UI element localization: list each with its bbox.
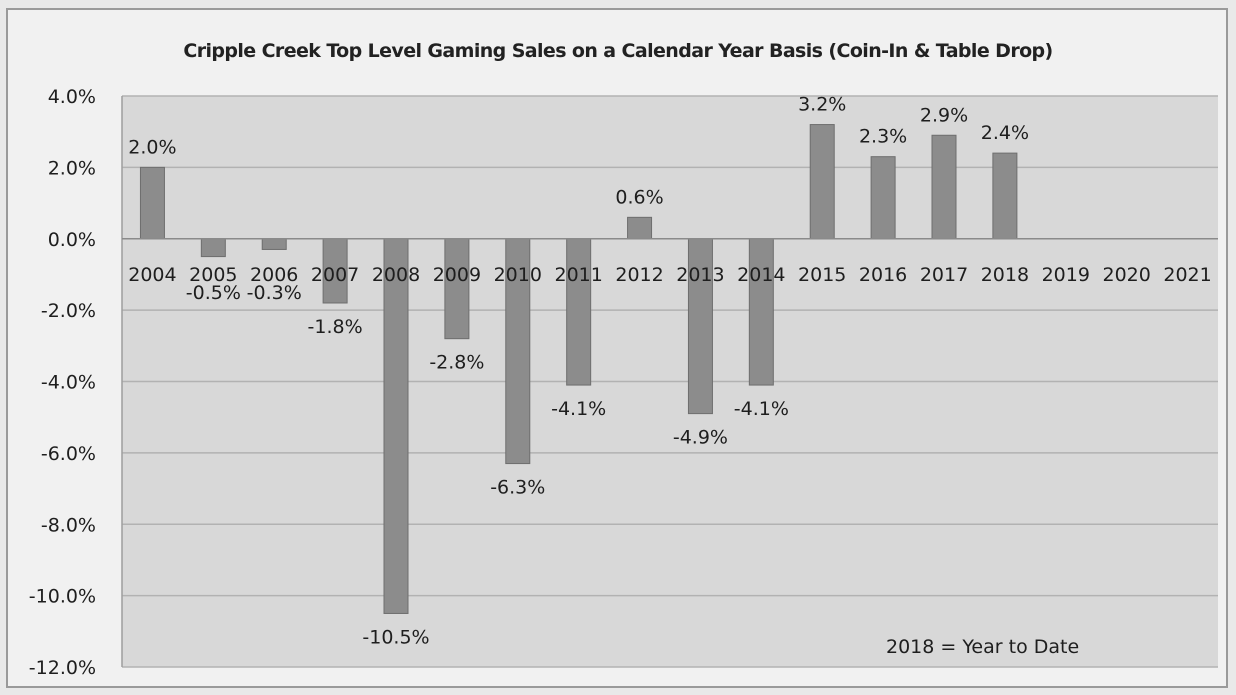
data-label: 0.6% [615,186,663,208]
y-tick-label: -12.0% [29,657,96,679]
x-tick-label: 2008 [372,264,420,286]
x-tick-label: 2004 [128,264,176,286]
y-tick-label: -6.0% [41,443,96,465]
bar [870,156,896,240]
x-tick-label: 2017 [920,264,968,286]
data-label: 2.0% [128,136,176,158]
x-tick-label: 2019 [1042,264,1090,286]
x-tick-label: 2020 [1102,264,1150,286]
data-label: -4.1% [551,398,606,420]
y-tick-label: 4.0% [48,86,96,108]
bar [627,216,653,240]
x-tick-label: 2009 [433,264,481,286]
y-tick-label: -10.0% [29,586,96,608]
y-tick-label: -2.0% [41,300,96,322]
bar [687,238,713,415]
x-tick-label: 2011 [554,264,602,286]
data-label: -2.8% [429,352,484,374]
data-label: -6.3% [490,477,545,499]
y-tick-label: -4.0% [41,372,96,394]
x-tick-label: 2005 [189,264,237,286]
x-tick-label: 2015 [798,264,846,286]
x-tick-label: 2014 [737,264,785,286]
x-tick-label: 2018 [981,264,1029,286]
x-tick-label: 2021 [1163,264,1211,286]
bar [931,134,957,240]
bar [261,238,287,250]
data-label: -0.3% [247,282,302,304]
bar [200,238,226,258]
data-label: -1.8% [308,316,363,338]
bar [139,166,165,240]
y-tick-label: 0.0% [48,229,96,251]
data-label: 2.9% [920,104,968,126]
bar [992,152,1018,240]
x-tick-label: 2007 [311,264,359,286]
bar [566,238,592,386]
x-tick-label: 2016 [859,264,907,286]
x-tick-label: 2006 [250,264,298,286]
data-label: -10.5% [362,626,429,648]
data-label: -0.5% [186,282,241,304]
bar [809,124,835,240]
data-label: 3.2% [798,94,846,116]
data-label: -4.9% [673,427,728,449]
chart-annotation: 2018 = Year to Date [886,636,1080,658]
x-tick-label: 2010 [494,264,542,286]
data-label: 2.4% [981,122,1029,144]
bar [383,238,409,614]
data-label: -4.1% [734,398,789,420]
x-tick-label: 2013 [676,264,724,286]
y-tick-label: 2.0% [48,157,96,179]
chart-title: Cripple Creek Top Level Gaming Sales on … [183,40,1053,62]
bar [505,238,531,465]
y-tick-label: -8.0% [41,514,96,536]
bar [444,238,470,340]
x-tick-label: 2012 [615,264,663,286]
data-label: 2.3% [859,126,907,148]
bar [748,238,774,386]
